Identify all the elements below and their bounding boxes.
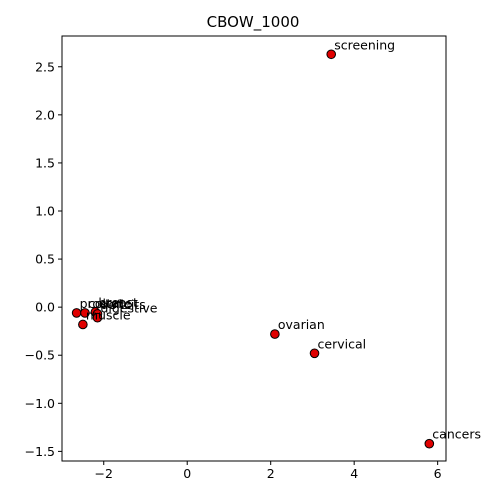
y-tick-label: −1.0: [25, 396, 55, 411]
x-tick-label: 6: [434, 466, 442, 481]
point-label-digestive: digestive: [100, 301, 157, 316]
point-ovarian: [270, 329, 280, 339]
point-cervical: [309, 348, 320, 359]
y-tick-label: 1.0: [35, 204, 55, 219]
point-cancers: [424, 438, 435, 449]
x-tick-label: 2: [267, 466, 275, 481]
point-colon: [80, 308, 90, 318]
chart-title: CBOW_1000: [207, 13, 300, 32]
point-labels: screening ovarian cervical cancers prostatec…: [80, 37, 481, 441]
point-label-deficits: deficits: [100, 297, 145, 312]
point-screening: [326, 49, 337, 60]
y-tick-label: 0.5: [35, 252, 55, 267]
x-tick-label: 0: [183, 466, 191, 481]
point-label-cancers: cancers: [432, 427, 481, 442]
plot-frame: [61, 35, 447, 462]
y-tick-label: −1.5: [25, 444, 55, 459]
x-tick-label: −2: [95, 466, 113, 481]
point-label-prostate: prostate: [80, 296, 132, 311]
y-tick-label: 2.5: [35, 59, 55, 74]
axes: −2 0 2 4 6 −1.5 −1.0 −0.5 0.0 0.5 1.0 1.5 2.0 2.5: [25, 35, 447, 481]
y-tick-label: −0.5: [25, 348, 55, 363]
point-muscle: [78, 319, 88, 330]
y-tick-label: 0.0: [35, 300, 55, 315]
y-tick-label: 1.5: [35, 155, 55, 170]
point-label-cervical: cervical: [318, 336, 367, 351]
point-digestive: [92, 312, 103, 323]
x-tick-label: 4: [350, 466, 358, 481]
point-label-muscle: muscle: [86, 307, 131, 322]
data-points: [71, 49, 435, 449]
point-label-screening: screening: [334, 37, 395, 52]
y-tick-label: 2.0: [35, 107, 55, 122]
point-label-breast: breast: [98, 295, 138, 310]
point-label-ovarian: ovarian: [278, 317, 325, 332]
point-label-colon: colon: [88, 296, 122, 311]
